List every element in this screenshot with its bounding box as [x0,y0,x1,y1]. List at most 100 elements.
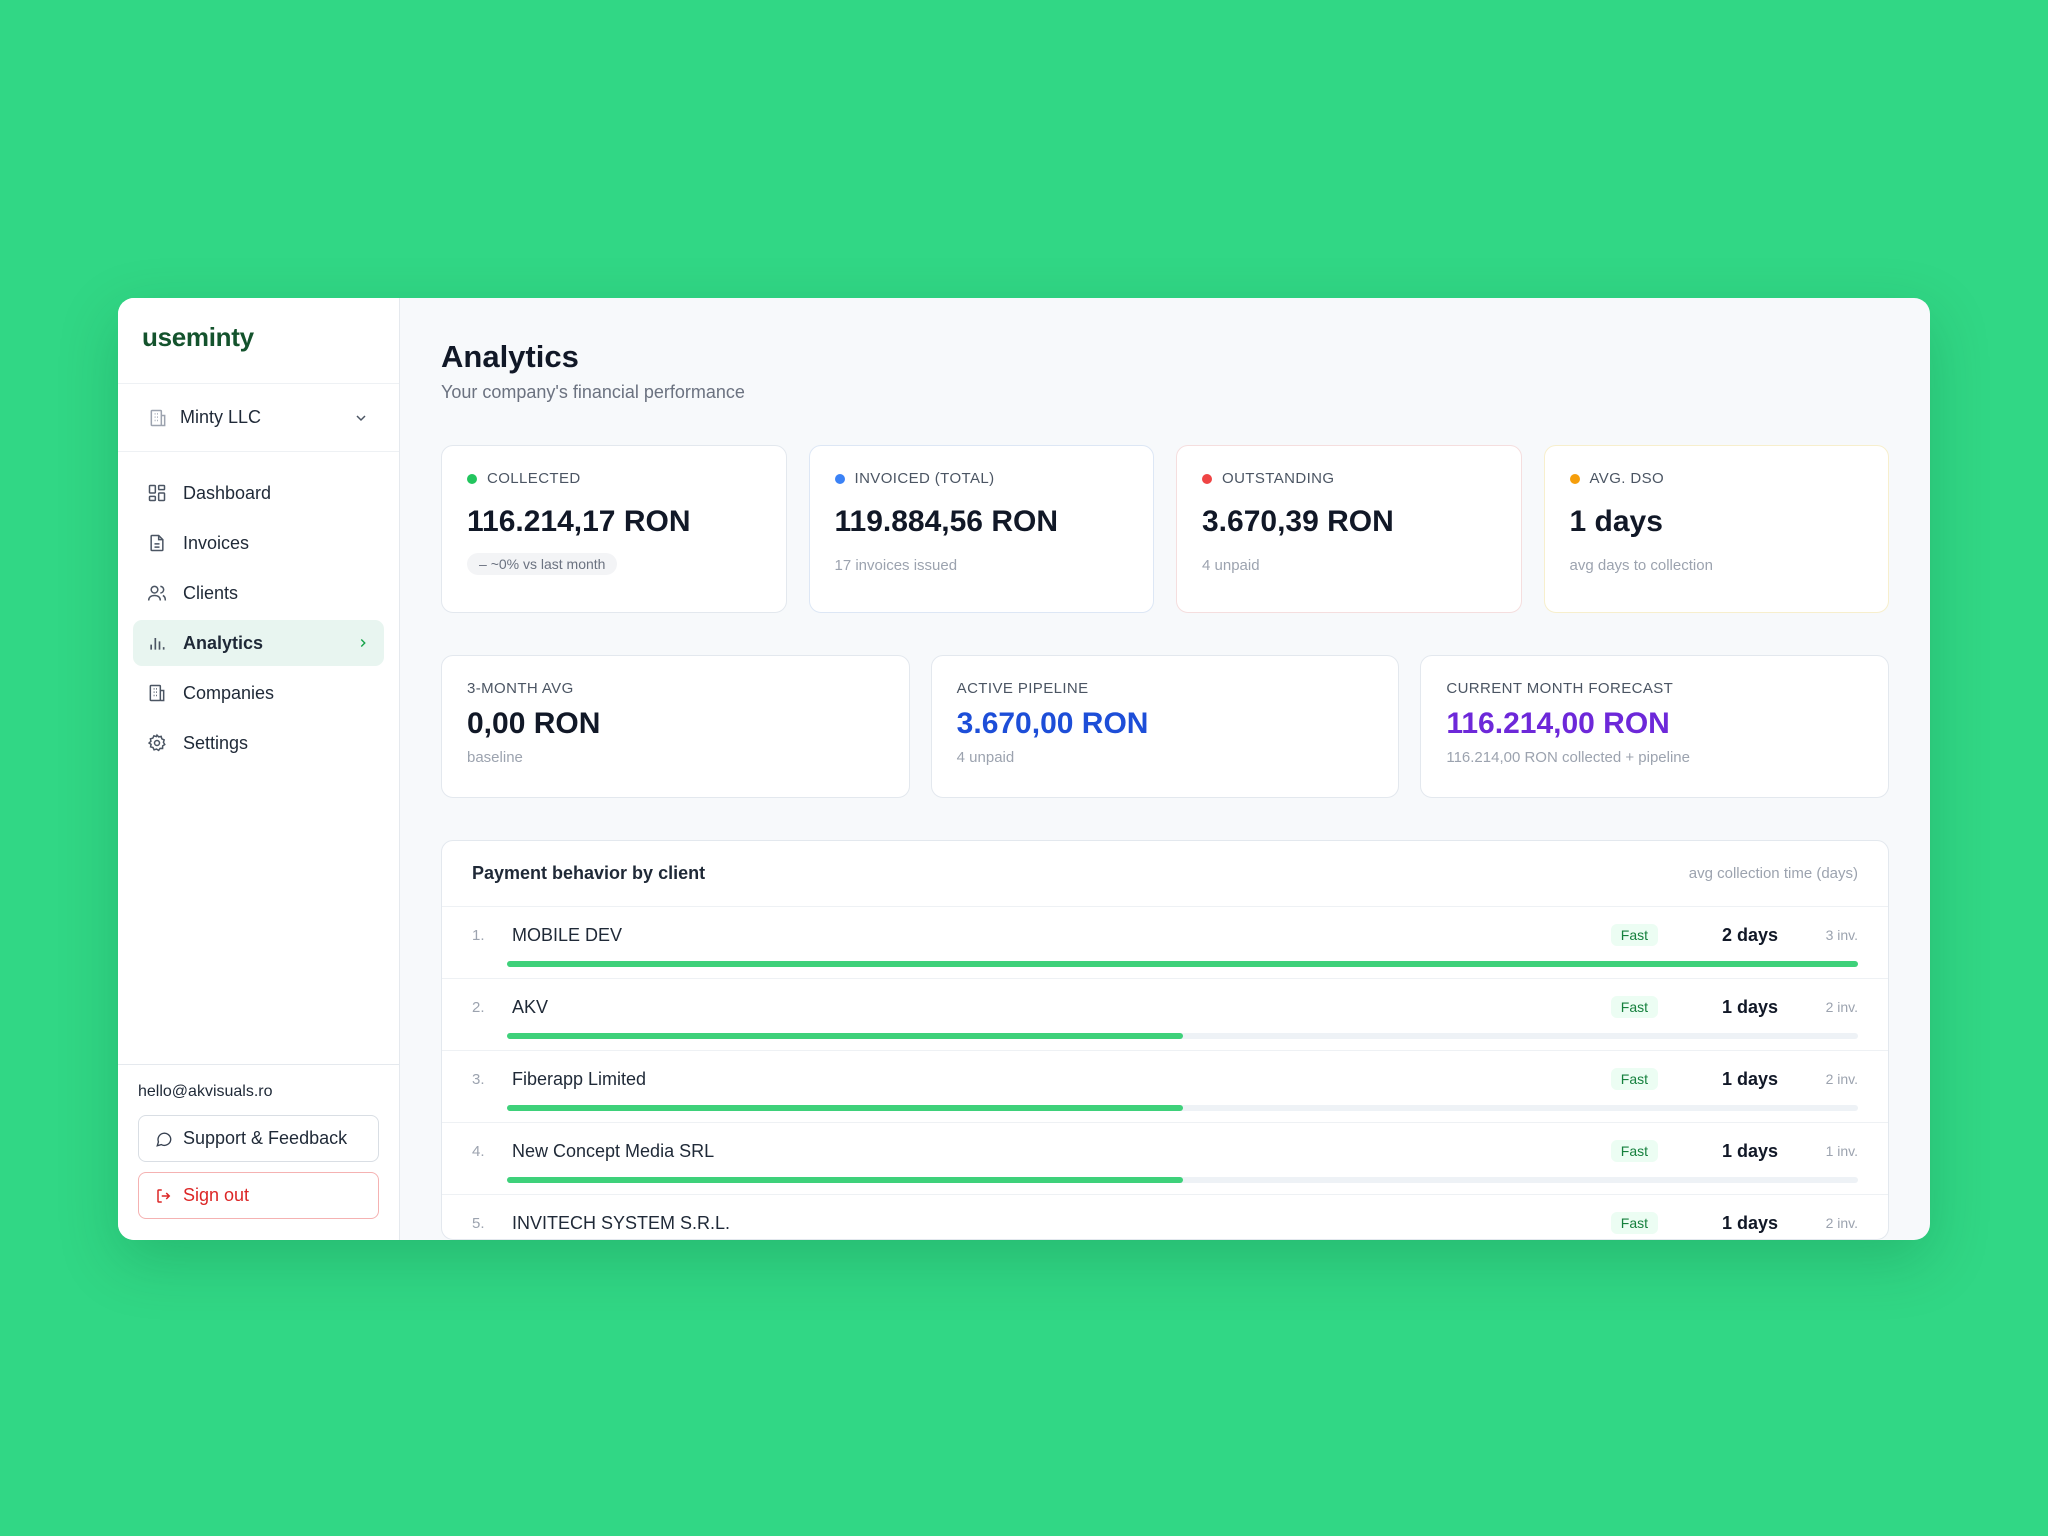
sidebar-item-clients[interactable]: Clients [133,570,384,616]
table-row[interactable]: 4. New Concept Media SRL Fast 1 days 1 i… [442,1123,1888,1195]
stat-label: OUTSTANDING [1222,470,1335,487]
company-switcher[interactable]: Minty LLC [118,384,399,452]
kpi-note: 116.214,00 RON collected + pipeline [1446,749,1690,766]
sidebar-item-analytics[interactable]: Analytics [133,620,384,666]
kpi-label: CURRENT MONTH FORECAST [1446,680,1674,697]
sidebar-footer: hello@akvisuals.ro Support & Feedback Si… [118,1064,399,1240]
stat-card-avg-dso: AVG. DSO 1 days avg days to collection [1543,445,1889,613]
status-dot [1202,473,1212,484]
stat-value: 116.214,17 RON [467,505,691,538]
avg-days: 1 days [1721,1212,1778,1233]
client-name: New Concept Media SRL [512,1140,715,1161]
client-name: Fiberapp Limited [512,1068,647,1089]
invoice-count: 3 inv. [1825,927,1858,943]
brand-logo[interactable]: useminty [118,298,399,384]
progress-track [507,1105,1858,1111]
kpi-value: 0,00 RON [467,707,601,740]
page-subtitle: Your company's financial performance [441,382,745,402]
speed-badge: Fast [1610,1212,1658,1234]
building-icon [150,409,166,426]
avg-days: 1 days [1721,1140,1778,1161]
stat-note: 17 invoices issued [834,557,958,574]
kpi-label: ACTIVE PIPELINE [956,680,1089,697]
row-rank: 5. [472,1214,485,1232]
user-email: hello@akvisuals.ro [138,1083,273,1100]
progress-track [507,1033,1858,1039]
invoice-count: 2 inv. [1825,1071,1858,1087]
support-feedback-button[interactable]: Support & Feedback [138,1115,379,1162]
table-row[interactable]: 5. INVITECH SYSTEM S.R.L. Fast 1 days 2 … [442,1195,1888,1239]
kpi-value: 116.214,00 RON [1446,707,1670,740]
sidebar-item-invoices[interactable]: Invoices [133,520,384,566]
payment-behavior-table: Payment behavior by client avg collectio… [441,840,1889,1240]
chat-bubble-icon [156,1132,172,1147]
file-icon [150,534,164,552]
sidebar-item-label: Companies [183,682,275,703]
bar-chart-icon [150,638,165,650]
chevron-down-icon [356,414,366,421]
table-row[interactable]: 3. Fiberapp Limited Fast 1 days 2 inv. [442,1051,1888,1123]
invoice-count: 2 inv. [1825,1215,1858,1231]
client-name: AKV [512,996,549,1017]
table-row[interactable]: 2. AKV Fast 1 days 2 inv. [442,979,1888,1051]
company-name: Minty LLC [180,407,262,427]
grid-icon [148,484,166,502]
trend-text: ~0% vs last month [490,556,606,572]
table-hint: avg collection time (days) [1688,865,1858,882]
chevron-right-icon [360,639,366,647]
sidebar-item-settings[interactable]: Settings [133,720,384,766]
stat-label: COLLECTED [487,470,581,487]
stats-row: COLLECTED 116.214,17 RON – ~0% vs last m… [441,445,1889,613]
sidebar-item-dashboard[interactable]: Dashboard [133,470,384,516]
row-rank: 2. [472,998,485,1016]
speed-badge: Fast [1610,1140,1658,1162]
client-name: MOBILE DEV [512,924,623,945]
trend-pill: – ~0% vs last month [467,553,618,575]
sidebar-item-label: Clients [183,582,239,603]
sidebar-item-label: Analytics [183,632,264,653]
users-icon [147,585,167,601]
sidebar: useminty Minty LLC Dashboard Invoices Cl… [118,298,400,1240]
table-header: Payment behavior by client avg collectio… [442,841,1888,907]
kpi-row: 3-MONTH AVG 0,00 RON baseline ACTIVE PIP… [441,655,1890,798]
client-name: INVITECH SYSTEM S.R.L. [512,1212,731,1233]
stat-value: 3.670,39 RON [1202,505,1394,538]
invoice-count: 1 inv. [1825,1143,1858,1159]
main-content: Analytics Your company's financial perfo… [400,298,1930,1240]
stat-card-outstanding: OUTSTANDING 3.670,39 RON 4 unpaid [1176,445,1522,613]
progress-track [507,961,1858,967]
kpi-value: 3.670,00 RON [956,707,1149,740]
stat-value: 1 days [1569,505,1663,538]
speed-badge: Fast [1610,1068,1658,1090]
table-title: Payment behavior by client [472,863,706,883]
sidebar-item-label: Dashboard [183,482,272,503]
speed-badge: Fast [1610,924,1658,946]
avg-days: 1 days [1721,1068,1778,1089]
speed-badge: Fast [1610,996,1658,1018]
sidebar-item-companies[interactable]: Companies [133,670,384,716]
logout-icon [157,1188,171,1203]
stat-value: 119.884,56 RON [834,505,1059,538]
stat-note: avg days to collection [1569,557,1713,574]
app-window: useminty Minty LLC Dashboard Invoices Cl… [118,298,1930,1240]
kpi-note: 4 unpaid [956,749,1015,766]
table-row[interactable]: 1. MOBILE DEV Fast 2 days 3 inv. [442,907,1888,979]
progress-fill [507,961,1858,967]
gear-icon [147,733,166,752]
status-dot [834,473,845,484]
stat-label: AVG. DSO [1589,470,1665,487]
row-rank: 3. [472,1070,485,1088]
kpi-card-active-pipeline: ACTIVE PIPELINE 3.670,00 RON 4 unpaid [930,655,1400,798]
row-rank: 4. [472,1142,485,1160]
page-title: Analytics [441,339,579,374]
kpi-note: baseline [467,749,523,766]
row-rank: 1. [472,926,485,944]
status-dot [467,473,477,484]
sidebar-item-label: Settings [183,732,249,753]
sign-out-label: Sign out [183,1185,250,1205]
kpi-card-forecast: CURRENT MONTH FORECAST 116.214,00 RON 11… [1420,655,1890,798]
stat-card-invoiced: INVOICED (TOTAL) 119.884,56 RON 17 invoi… [808,445,1154,613]
sidebar-item-label: Invoices [183,532,250,553]
sidebar-nav: Dashboard Invoices Clients Analytics Com… [118,452,399,766]
sign-out-button[interactable]: Sign out [138,1172,379,1219]
